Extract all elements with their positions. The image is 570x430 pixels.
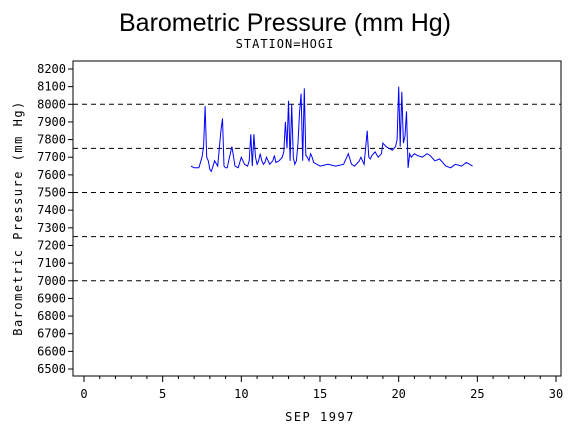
x-axis-label: SEP 1997	[285, 410, 355, 424]
y-tick-label: 7200	[37, 238, 66, 252]
y-tick-label: 6900	[37, 291, 66, 305]
y-tick-label: 7400	[37, 203, 66, 217]
y-tick-label: 7700	[37, 150, 66, 164]
x-tick-label: 20	[391, 387, 405, 401]
y-tick-label: 6700	[37, 327, 66, 341]
x-tick-label: 5	[159, 387, 166, 401]
x-tick-label: 15	[313, 387, 327, 401]
y-tick-label: 6600	[37, 344, 66, 358]
y-tick-label: 6800	[37, 309, 66, 323]
x-tick-label: 10	[234, 387, 248, 401]
reference-lines	[73, 103, 561, 282]
series-group	[190, 86, 473, 173]
y-axis: 6500 6600 6700 6800 6900 7000 7100 7200 7300 7400…	[37, 62, 73, 376]
y-tick-label: 8200	[37, 62, 66, 76]
y-tick-label: 7000	[37, 274, 66, 288]
y-tick-label: 7900	[37, 115, 66, 129]
series-line	[190, 86, 473, 173]
y-tick-label: 7100	[37, 256, 66, 270]
chart-title: Barometric Pressure (mm Hg)	[119, 9, 451, 37]
plot-frame	[72, 60, 562, 377]
y-tick-label: 7800	[37, 133, 66, 147]
chart-subtitle: STATION=HOGI	[236, 37, 335, 51]
y-tick-label: 8100	[37, 80, 66, 94]
y-tick-label: 7300	[37, 221, 66, 235]
y-tick-label: 8000	[37, 97, 66, 111]
y-tick-label: 6500	[37, 362, 66, 376]
x-tick-label: 30	[549, 387, 563, 401]
y-tick-label: 7600	[37, 168, 66, 182]
x-axis: 0 5 10 15 20 25 30	[80, 376, 563, 401]
y-axis-label: Barometric Pressure (mm Hg)	[11, 100, 25, 336]
y-tick-label: 7500	[37, 186, 66, 200]
x-tick-label: 0	[80, 387, 87, 401]
x-tick-label: 25	[470, 387, 484, 401]
